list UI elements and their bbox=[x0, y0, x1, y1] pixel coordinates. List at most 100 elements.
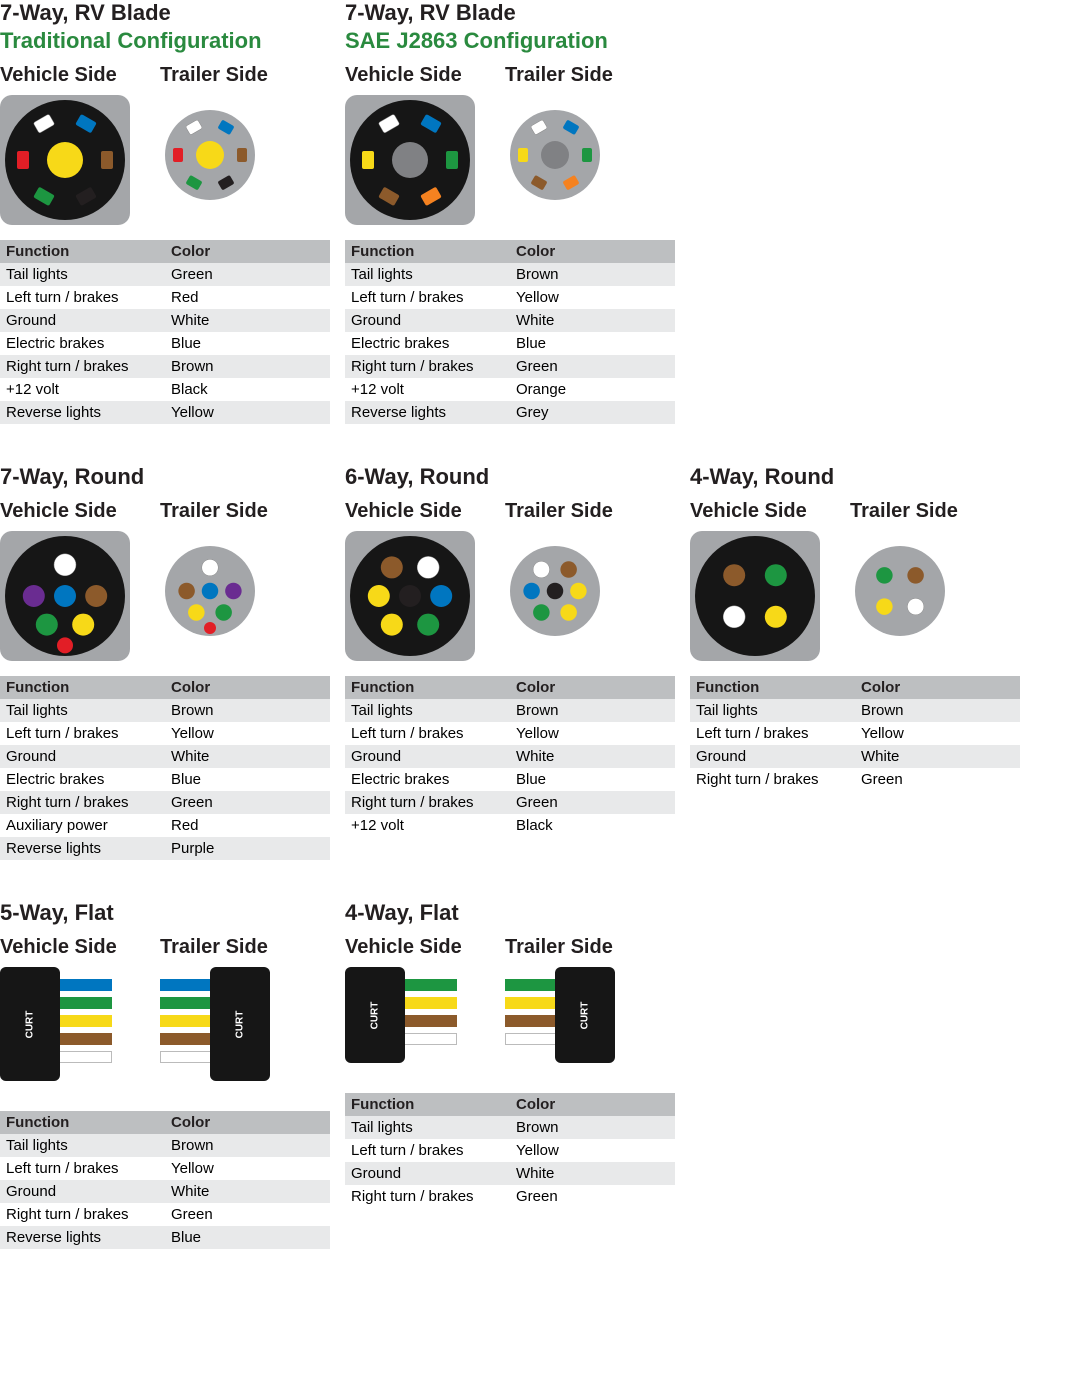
table-row: Tail lightsBrown bbox=[0, 1134, 330, 1157]
table-row: GroundWhite bbox=[690, 745, 1020, 768]
th-function: Function bbox=[0, 240, 165, 263]
section-title: 4-Way, Round bbox=[690, 464, 1020, 490]
trailer-side-label: Trailer Side bbox=[505, 500, 613, 523]
vehicle-side-label: Vehicle Side bbox=[345, 936, 475, 959]
flat-diagram: CURT bbox=[505, 967, 635, 1078]
vehicle-side-label: Vehicle Side bbox=[0, 64, 130, 87]
table-row: Right turn / brakesGreen bbox=[0, 1203, 330, 1226]
th-color: Color bbox=[510, 676, 675, 699]
wiring-table: FunctionColorTail lightsBrownLeft turn /… bbox=[345, 1093, 675, 1208]
table-row: Right turn / brakesBrown bbox=[0, 355, 330, 378]
wiring-table: FunctionColorTail lightsBrownLeft turn /… bbox=[690, 676, 1020, 791]
trailer-side-label: Trailer Side bbox=[160, 500, 268, 523]
th-function: Function bbox=[345, 676, 510, 699]
table-row: Right turn / brakesGreen bbox=[345, 1185, 675, 1208]
table-row: +12 voltOrange bbox=[345, 378, 675, 401]
round-diagram bbox=[850, 541, 950, 641]
table-row: Right turn / brakesGreen bbox=[690, 768, 1020, 791]
wiring-table: FunctionColorTail lightsBrownLeft turn /… bbox=[0, 676, 330, 860]
table-row: GroundWhite bbox=[345, 1162, 675, 1185]
trailer-side-label: Trailer Side bbox=[505, 64, 613, 87]
table-row: Reverse lightsBlue bbox=[0, 1226, 330, 1249]
table-row: Electric brakesBlue bbox=[0, 768, 330, 791]
th-function: Function bbox=[690, 676, 855, 699]
th-color: Color bbox=[510, 1093, 675, 1116]
flat-diagram: CURT bbox=[160, 967, 290, 1096]
table-row: Electric brakesBlue bbox=[345, 332, 675, 355]
flat-diagram: CURT bbox=[345, 967, 475, 1078]
table-row: Left turn / brakesYellow bbox=[345, 1139, 675, 1162]
round-diagram bbox=[160, 541, 260, 641]
section-title: 4-Way, Flat bbox=[345, 900, 675, 926]
round-diagram bbox=[505, 541, 605, 641]
table-row: GroundWhite bbox=[0, 1180, 330, 1203]
brand-label: CURT bbox=[25, 1010, 36, 1038]
table-row: Tail lightsBrown bbox=[345, 263, 675, 286]
table-row: Right turn / brakesGreen bbox=[0, 791, 330, 814]
table-row: Tail lightsBrown bbox=[0, 699, 330, 722]
section-subtitle: Traditional Configuration bbox=[0, 28, 330, 54]
section-title: 7-Way, Round bbox=[0, 464, 330, 490]
table-row: Tail lightsBrown bbox=[690, 699, 1020, 722]
section-flat4: 4-Way, Flat Vehicle Side CURT Trailer Side C… bbox=[345, 900, 675, 1249]
vehicle-side-label: Vehicle Side bbox=[345, 500, 475, 523]
section-flat5: 5-Way, Flat Vehicle Side CURT Trailer Side C… bbox=[0, 900, 330, 1249]
th-color: Color bbox=[165, 1111, 330, 1134]
trailer-side-label: Trailer Side bbox=[505, 936, 635, 959]
table-row: Tail lightsGreen bbox=[0, 263, 330, 286]
table-row: Reverse lightsPurple bbox=[0, 837, 330, 860]
round-diagram bbox=[0, 531, 130, 661]
rv-blade-diagram bbox=[345, 95, 475, 225]
table-row: Left turn / brakesYellow bbox=[690, 722, 1020, 745]
rv-blade-diagram bbox=[505, 105, 605, 205]
table-row: +12 voltBlack bbox=[0, 378, 330, 401]
table-row: Left turn / brakesRed bbox=[0, 286, 330, 309]
trailer-side-label: Trailer Side bbox=[160, 64, 268, 87]
vehicle-side-label: Vehicle Side bbox=[0, 936, 130, 959]
section-rv_trad: 7-Way, RV BladeTraditional Configuration… bbox=[0, 0, 330, 424]
section-round7: 7-Way, Round Vehicle Side Trailer Side Func… bbox=[0, 464, 330, 860]
table-row: Left turn / brakesYellow bbox=[345, 722, 675, 745]
table-row: Left turn / brakesYellow bbox=[0, 722, 330, 745]
th-function: Function bbox=[0, 676, 165, 699]
th-color: Color bbox=[165, 240, 330, 263]
section-title: 7-Way, RV Blade bbox=[0, 0, 330, 26]
flat-diagram: CURT bbox=[0, 967, 130, 1096]
table-row: Reverse lightsYellow bbox=[0, 401, 330, 424]
table-row: Tail lightsBrown bbox=[345, 1116, 675, 1139]
table-row: GroundWhite bbox=[345, 309, 675, 332]
th-color: Color bbox=[165, 676, 330, 699]
table-row: GroundWhite bbox=[0, 309, 330, 332]
round-diagram bbox=[345, 531, 475, 661]
round-diagram bbox=[690, 531, 820, 661]
section-rv_sae: 7-Way, RV BladeSAE J2863 Configuration Ve… bbox=[345, 0, 675, 424]
vehicle-side-label: Vehicle Side bbox=[0, 500, 130, 523]
table-row: Left turn / brakesYellow bbox=[0, 1157, 330, 1180]
section-title: 6-Way, Round bbox=[345, 464, 675, 490]
brand-label: CURT bbox=[235, 1010, 246, 1038]
th-function: Function bbox=[0, 1111, 165, 1134]
table-row: Auxiliary powerRed bbox=[0, 814, 330, 837]
section-blank1 bbox=[690, 0, 1020, 424]
section-subtitle: SAE J2863 Configuration bbox=[345, 28, 675, 54]
brand-label: CURT bbox=[370, 1001, 381, 1029]
section-title: 5-Way, Flat bbox=[0, 900, 330, 926]
vehicle-side-label: Vehicle Side bbox=[690, 500, 820, 523]
trailer-side-label: Trailer Side bbox=[160, 936, 290, 959]
table-row: Right turn / brakesGreen bbox=[345, 791, 675, 814]
trailer-side-label: Trailer Side bbox=[850, 500, 958, 523]
th-function: Function bbox=[345, 1093, 510, 1116]
rv-blade-diagram bbox=[160, 105, 260, 205]
section-round6: 6-Way, Round Vehicle Side Trailer Side Func… bbox=[345, 464, 675, 860]
wiring-table: FunctionColorTail lightsGreenLeft turn /… bbox=[0, 240, 330, 424]
th-function: Function bbox=[345, 240, 510, 263]
table-row: Left turn / brakesYellow bbox=[345, 286, 675, 309]
vehicle-side-label: Vehicle Side bbox=[345, 64, 475, 87]
table-row: GroundWhite bbox=[0, 745, 330, 768]
wiring-table: FunctionColorTail lightsBrownLeft turn /… bbox=[345, 240, 675, 424]
table-row: Electric brakesBlue bbox=[0, 332, 330, 355]
table-row: Reverse lightsGrey bbox=[345, 401, 675, 424]
th-color: Color bbox=[855, 676, 1020, 699]
th-color: Color bbox=[510, 240, 675, 263]
section-title: 7-Way, RV Blade bbox=[345, 0, 675, 26]
